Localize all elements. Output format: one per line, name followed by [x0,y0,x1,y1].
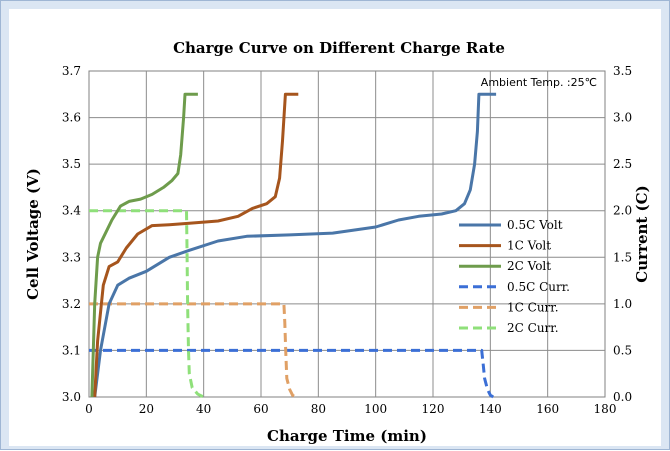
y-left-tick-labels: 3.0 3.1 3.2 3.3 3.4 3.5 3.6 3.7 [62,64,81,404]
y2-tick-label: 1.0 [613,297,632,311]
legend-label: 0.5C Volt [507,218,563,232]
series-line-1c-curr [89,302,297,399]
y-tick-label: 3.0 [62,390,81,404]
chart-title: Charge Curve on Different Charge Rate [173,39,505,57]
x-tick-label: 120 [422,402,445,416]
y2-axis-label: Current (C) [633,185,651,282]
x-axis-label: Charge Time (min) [267,427,427,445]
legend: 0.5C Volt 1C Volt 2C Volt 0.5C Curr. 1C Curr… [459,218,570,335]
series-line-1c-volt [93,92,299,398]
legend-label: 2C Curr. [507,321,559,335]
y2-tick-label: 0.0 [613,390,632,404]
x-tick-label: 0 [85,402,93,416]
y-tick-label: 3.7 [62,64,81,78]
chart-panel: Charge Curve on Different Charge Rate 0 2… [9,9,661,446]
y2-tick-label: 0.5 [613,343,632,357]
y-axis-label: Cell Voltage (V) [24,168,42,300]
series-line-2c-volt [90,92,198,398]
x-tick-labels: 0 20 40 60 80 100 120 140 160 180 [85,402,616,416]
y-tick-label: 3.4 [62,204,81,218]
x-tick-label: 180 [594,402,617,416]
y-tick-label: 3.2 [62,297,81,311]
y2-tick-label: 1.5 [613,250,632,264]
x-tick-label: 140 [479,402,502,416]
x-tick-label: 40 [196,402,211,416]
y2-tick-label: 3.5 [613,64,632,78]
series-line-0-5c-curr [89,348,495,399]
y2-tick-label: 2.0 [613,204,632,218]
x-tick-label: 20 [139,402,154,416]
y-tick-label: 3.3 [62,250,81,264]
legend-label: 1C Curr. [507,300,559,314]
ambient-temp-annotation: Ambient Temp. :25℃ [481,76,597,89]
y2-tick-label: 2.5 [613,157,632,171]
series-layer [89,92,497,399]
legend-label: 1C Volt [507,239,551,253]
legend-label: 2C Volt [507,259,551,273]
y-right-tick-labels: 0.0 0.5 1.0 1.5 2.0 2.5 3.0 3.5 [613,64,632,404]
charge-curve-chart: Charge Curve on Different Charge Rate 0 2… [24,39,651,445]
series-line-2c-curr [89,209,205,399]
series-line-0-5c-volt [93,92,497,398]
y2-tick-label: 3.0 [613,111,632,125]
y-tick-label: 3.6 [62,111,81,125]
y-tick-label: 3.5 [62,157,81,171]
x-tick-label: 160 [536,402,559,416]
x-tick-label: 100 [364,402,387,416]
plot-area [88,70,606,398]
y-tick-label: 3.1 [62,343,81,357]
x-tick-label: 80 [311,402,326,416]
x-tick-label: 60 [253,402,268,416]
legend-label: 0.5C Curr. [507,280,570,294]
